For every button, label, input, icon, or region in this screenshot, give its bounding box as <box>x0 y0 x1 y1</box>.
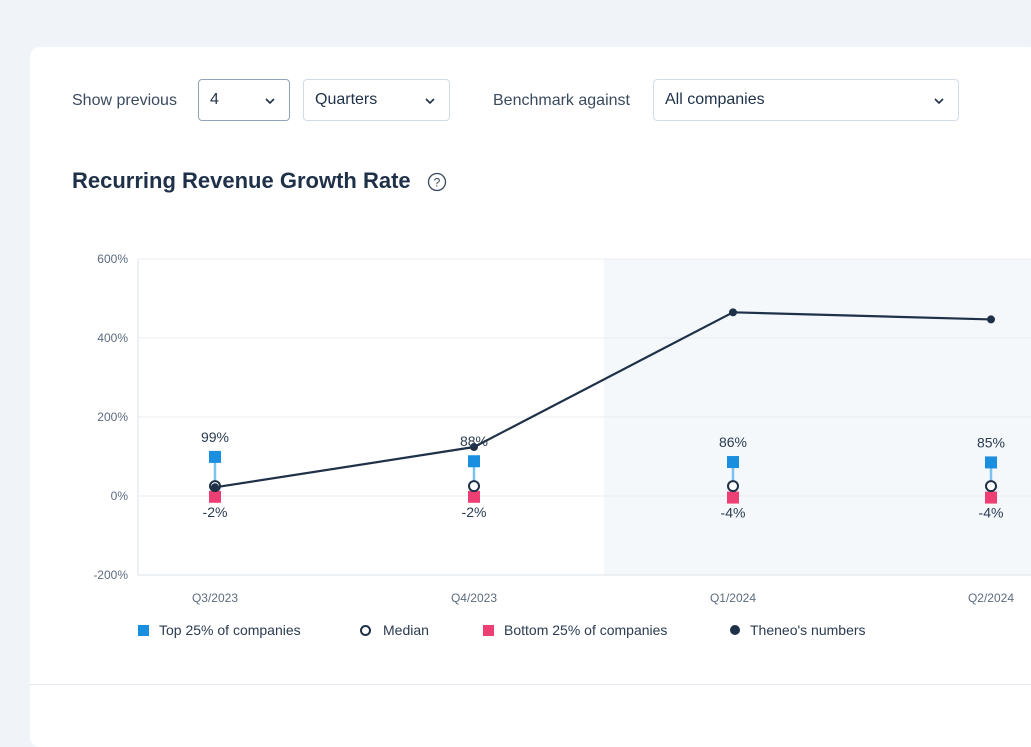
svg-text:?: ? <box>434 175 441 189</box>
period-unit-select[interactable]: Quarters <box>303 79 450 121</box>
period-count-select[interactable]: 4 <box>198 79 290 121</box>
y-tick-label: 200% <box>97 410 128 424</box>
chevron-down-icon <box>934 98 944 105</box>
bottom25-marker <box>727 491 739 504</box>
legend-theneo[interactable]: Theneo's numbers <box>730 622 866 638</box>
median-marker <box>985 480 997 493</box>
period-unit-value: Quarters <box>315 91 378 108</box>
legend-square-pink-icon <box>483 624 494 636</box>
y-tick-label: 0% <box>111 489 129 503</box>
legend-hollow-circle-icon <box>360 624 371 636</box>
chevron-down-icon <box>265 98 275 105</box>
benchmark-select[interactable]: All companies <box>653 79 959 121</box>
theneo-line <box>214 311 992 489</box>
x-tick-label: Q4/2023 <box>451 591 497 605</box>
y-tick-label: 600% <box>97 252 128 266</box>
legend-square-blue-icon <box>138 624 149 636</box>
legend-top25[interactable]: Top 25% of companies <box>138 622 301 638</box>
legend-top25-label: Top 25% of companies <box>159 622 301 638</box>
top25-marker <box>985 456 997 469</box>
y-tick-label: 400% <box>97 331 128 345</box>
legend-bottom25-label: Bottom 25% of companies <box>504 622 668 638</box>
top25-marker <box>727 456 739 469</box>
theneo-marker <box>987 315 995 324</box>
top25-value-label: 88% <box>460 433 488 449</box>
median-marker <box>727 480 739 493</box>
bottom25-marker <box>468 490 480 503</box>
x-tick-label: Q3/2023 <box>192 591 238 605</box>
bottom25-value-label: -2% <box>203 504 228 520</box>
bottom25-value-label: -4% <box>721 505 746 521</box>
legend-bottom25[interactable]: Bottom 25% of companies <box>483 622 667 638</box>
show-previous-label: Show previous <box>72 92 177 109</box>
top25-value-label: 86% <box>719 434 747 450</box>
median-marker <box>468 480 480 493</box>
top25-marker <box>209 450 221 463</box>
theneo-marker <box>729 308 737 317</box>
legend-median[interactable]: Median <box>360 622 429 638</box>
x-tick-label: Q1/2024 <box>710 591 756 605</box>
growth-rate-chart: 600% 400% 200% 0% -200% Q3/2023 Q4/2023 Q1/2024… <box>93 252 1031 605</box>
bottom25-marker <box>985 491 997 504</box>
chart-title: Recurring Revenue Growth Rate <box>72 168 411 193</box>
divider <box>30 684 1031 685</box>
x-tick-label: Q2/2024 <box>968 591 1014 605</box>
bottom25-value-label: -2% <box>462 504 487 520</box>
top25-value-label: 99% <box>201 429 229 445</box>
period-count-value: 4 <box>210 91 219 108</box>
y-tick-label: -200% <box>93 568 128 582</box>
legend-median-label: Median <box>383 622 429 638</box>
theneo-marker <box>211 483 219 492</box>
bottom25-value-label: -4% <box>979 505 1004 521</box>
top25-value-label: 85% <box>977 434 1005 450</box>
help-icon[interactable]: ? <box>427 172 447 192</box>
top25-marker <box>468 455 480 468</box>
theneo-marker <box>470 443 478 452</box>
benchmark-label: Benchmark against <box>493 92 630 109</box>
legend-theneo-label: Theneo's numbers <box>750 622 866 638</box>
legend-dot-icon <box>730 625 740 635</box>
benchmark-value: All companies <box>665 91 765 108</box>
bottom25-marker <box>209 490 221 503</box>
chevron-down-icon <box>425 98 435 105</box>
